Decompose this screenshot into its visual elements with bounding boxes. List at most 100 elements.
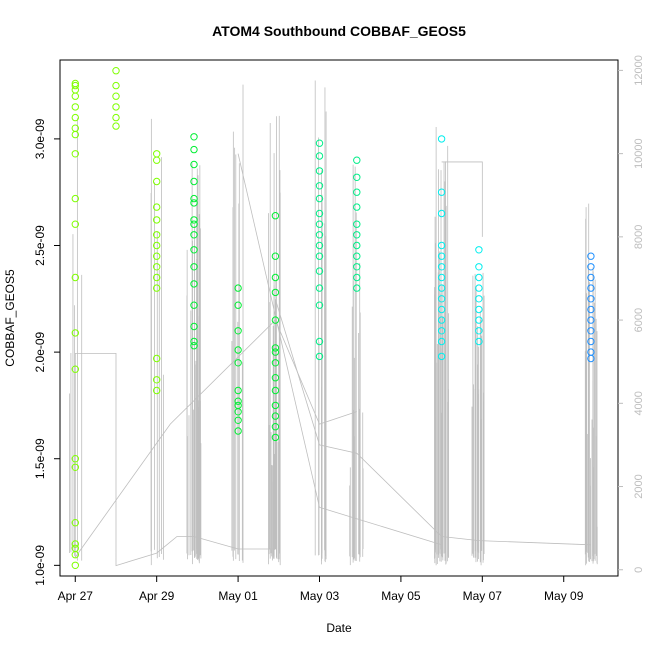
- data-point: [153, 273, 161, 282]
- data-point: [353, 284, 361, 292]
- y-tick-label: 3.0e-09: [33, 118, 47, 159]
- data-point: [190, 145, 198, 154]
- data-point: [315, 301, 324, 309]
- data-point: [234, 397, 242, 405]
- data-point: [437, 263, 446, 271]
- x-tick-label: May 07: [463, 589, 503, 603]
- data-point: [587, 316, 595, 324]
- data-point: [153, 216, 161, 224]
- data-point: [190, 337, 198, 346]
- x-tick-label: May 09: [544, 589, 584, 603]
- data-point: [271, 412, 280, 420]
- data-point: [71, 103, 80, 111]
- data-point: [112, 113, 120, 122]
- data-point: [153, 203, 161, 211]
- y-tick-label: 2.0e-09: [33, 331, 47, 372]
- data-point: [475, 305, 483, 314]
- data-point: [271, 252, 280, 260]
- data-point: [315, 252, 324, 260]
- data-point: [190, 342, 198, 350]
- data-point: [112, 103, 120, 111]
- data-point: [71, 544, 80, 552]
- data-point: [271, 212, 280, 220]
- data-point: [353, 252, 361, 260]
- data-point: [153, 284, 161, 292]
- data-point: [315, 209, 324, 218]
- data-point: [315, 182, 324, 190]
- data-point: [437, 337, 446, 346]
- y2-tick-label: 4000: [633, 391, 645, 415]
- data-point: [587, 273, 595, 282]
- data-point: [271, 344, 280, 352]
- axes: Apr 27 Apr 29 May 01 May 03 May 05 May 07 May …: [33, 55, 645, 603]
- data-point: [271, 273, 280, 282]
- data-point: [271, 288, 280, 297]
- data-point: [437, 327, 446, 335]
- data-point: [190, 160, 198, 169]
- y-tick-label: 2.5e-09: [33, 225, 47, 266]
- data-point: [437, 241, 446, 250]
- data-point: [437, 273, 446, 282]
- data-point: [190, 280, 198, 288]
- data-point: [437, 352, 446, 361]
- data-point: [234, 346, 242, 354]
- data-point: [271, 433, 280, 442]
- data-point: [153, 263, 161, 271]
- x-tick-label: May 05: [381, 589, 421, 603]
- data-point: [71, 329, 80, 337]
- data-point: [315, 220, 324, 228]
- data-point: [190, 216, 198, 224]
- data-point: [71, 561, 80, 569]
- data-point: [153, 241, 161, 250]
- data-point: [315, 337, 324, 346]
- altitude-connector: [441, 161, 483, 237]
- data-point: [271, 401, 280, 410]
- data-point: [234, 416, 242, 424]
- data-point: [353, 231, 361, 239]
- data-point: [437, 252, 446, 260]
- data-point: [315, 152, 324, 160]
- y2-tick-label: 10000: [633, 138, 645, 169]
- data-point: [190, 199, 198, 207]
- data-point: [587, 337, 595, 346]
- altitude-profile: [69, 80, 598, 567]
- data-point: [190, 231, 198, 239]
- data-point: [271, 359, 280, 367]
- x-axis-label: Date: [326, 621, 352, 635]
- data-point: [234, 327, 242, 335]
- data-point: [71, 273, 80, 282]
- data-point: [271, 348, 280, 356]
- data-point: [315, 241, 324, 250]
- data-point: [190, 246, 198, 254]
- data-point: [437, 284, 446, 292]
- data-point: [190, 263, 198, 271]
- data-point: [315, 284, 324, 292]
- data-point: [71, 463, 80, 471]
- data-point: [353, 220, 361, 228]
- data-point: [71, 130, 80, 139]
- data-point: [315, 267, 324, 275]
- data-point: [190, 322, 198, 331]
- y-axis-label: COBBAF_GEOS5: [3, 269, 17, 367]
- x-tick-label: Apr 29: [139, 589, 175, 603]
- y2-tick-label: 12000: [633, 55, 645, 86]
- data-point: [234, 301, 242, 309]
- data-point: [587, 295, 595, 303]
- data-point: [153, 386, 161, 395]
- data-point: [190, 194, 198, 203]
- x-tick-label: Apr 27: [58, 589, 94, 603]
- y-tick-label: 1.0e-09: [33, 545, 47, 586]
- y2-tick-label: 8000: [633, 225, 645, 249]
- altitude-connector: [74, 299, 591, 567]
- data-point: [353, 156, 361, 164]
- data-point: [437, 305, 446, 314]
- data-point: [587, 305, 595, 314]
- data-point: [353, 203, 361, 211]
- data-point: [112, 122, 120, 130]
- data-point: [234, 427, 242, 435]
- data-point: [71, 540, 80, 548]
- data-point: [437, 135, 446, 143]
- data-point: [153, 376, 161, 384]
- y-tick-label: 1.5e-09: [33, 438, 47, 479]
